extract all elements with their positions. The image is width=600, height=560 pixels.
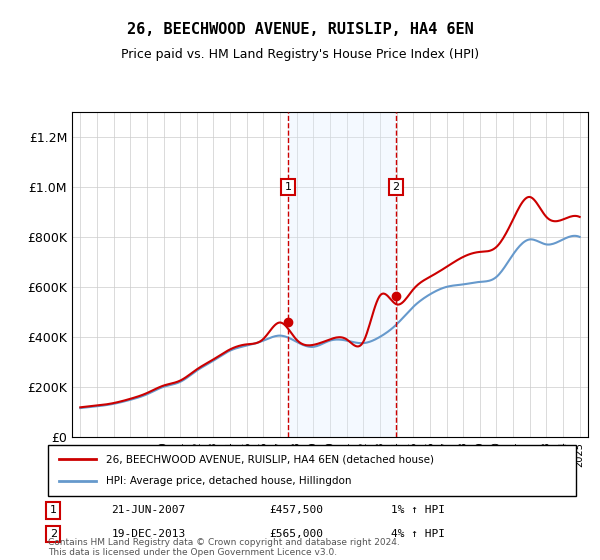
Text: 21-JUN-2007: 21-JUN-2007 (112, 505, 185, 515)
Text: HPI: Average price, detached house, Hillingdon: HPI: Average price, detached house, Hill… (106, 477, 352, 487)
Text: 2: 2 (392, 182, 400, 192)
Text: £565,000: £565,000 (270, 529, 324, 539)
Text: 1: 1 (284, 182, 292, 192)
Text: 1% ↑ HPI: 1% ↑ HPI (391, 505, 445, 515)
Text: 1: 1 (50, 505, 57, 515)
FancyBboxPatch shape (48, 445, 576, 496)
Text: 2: 2 (50, 529, 57, 539)
Text: £457,500: £457,500 (270, 505, 324, 515)
Text: 26, BEECHWOOD AVENUE, RUISLIP, HA4 6EN (detached house): 26, BEECHWOOD AVENUE, RUISLIP, HA4 6EN (… (106, 454, 434, 464)
Text: Price paid vs. HM Land Registry's House Price Index (HPI): Price paid vs. HM Land Registry's House … (121, 48, 479, 60)
Text: Contains HM Land Registry data © Crown copyright and database right 2024.
This d: Contains HM Land Registry data © Crown c… (48, 538, 400, 557)
Bar (288, 112, 396, 437)
Text: 26, BEECHWOOD AVENUE, RUISLIP, HA4 6EN: 26, BEECHWOOD AVENUE, RUISLIP, HA4 6EN (127, 22, 473, 38)
Text: 4% ↑ HPI: 4% ↑ HPI (391, 529, 445, 539)
Text: 19-DEC-2013: 19-DEC-2013 (112, 529, 185, 539)
